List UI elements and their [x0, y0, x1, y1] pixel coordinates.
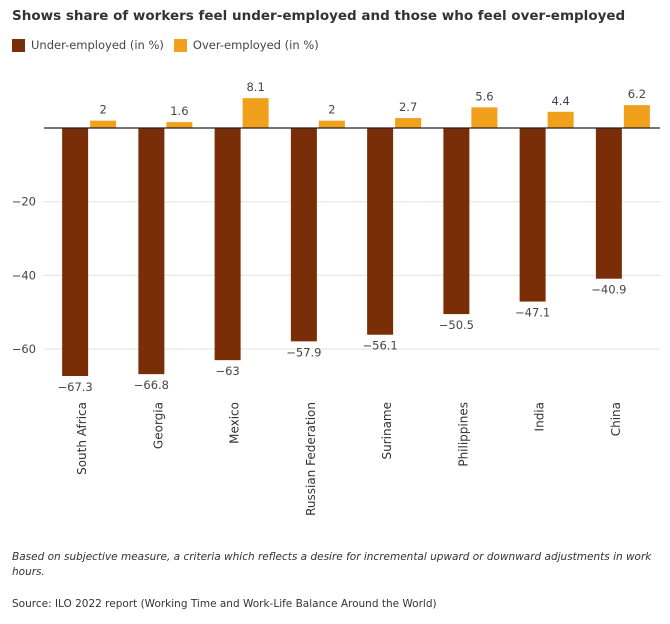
data-label-under-employed: −66.8	[134, 378, 169, 392]
bar-over-employed-india	[547, 111, 574, 128]
bar-under-employed-china	[595, 128, 622, 279]
bar-under-employed-philippines	[443, 128, 470, 315]
legend-swatch-under-employed	[12, 38, 25, 52]
bar-chart: −20 −40 −60 −67.3 2 South Africa −66.8 1.6 Georg…	[12, 80, 660, 516]
data-label-under-employed: −47.1	[515, 306, 550, 320]
bar-under-employed-india	[519, 128, 546, 302]
data-label-under-employed: −67.3	[58, 380, 93, 394]
x-tick-label: Georgia	[151, 402, 165, 449]
data-label-over-employed: 2	[328, 103, 335, 117]
data-label-over-employed: 2	[99, 103, 106, 117]
legend-item-over-employed: Over-employed (in %)	[173, 38, 319, 52]
bar-under-employed-georgia	[138, 128, 165, 375]
bar-under-employed-mexico	[214, 128, 241, 361]
bar-under-employed-suriname	[367, 128, 394, 335]
x-tick-label: South Africa	[75, 402, 89, 475]
bar-under-employed-south-africa	[62, 128, 89, 377]
x-tick-label: Russian Federation	[304, 402, 318, 516]
data-label-under-employed: −56.1	[363, 339, 398, 353]
legend-item-under-employed: Under-employed (in %)	[12, 38, 164, 52]
data-label-over-employed: 5.6	[475, 89, 493, 103]
y-tick-label: −20	[12, 195, 36, 209]
chart-source: Source: ILO 2022 report (Working Time an…	[12, 598, 437, 610]
bar-under-employed-russian-federation	[290, 128, 317, 342]
bar-over-employed-russian-federation	[318, 120, 345, 128]
legend-label-under-employed: Under-employed (in %)	[31, 38, 164, 52]
x-tick-label: India	[533, 402, 547, 431]
bar-over-employed-china	[623, 105, 650, 128]
x-tick-label: China	[609, 402, 623, 436]
data-label-under-employed: −63	[215, 364, 239, 378]
x-tick-label: Philippines	[456, 402, 470, 467]
bar-group-mexico: −63 8.1 Mexico	[214, 80, 269, 444]
data-label-over-employed: 4.4	[551, 94, 569, 108]
bar-over-employed-suriname	[395, 118, 422, 128]
data-label-over-employed: 1.6	[170, 104, 188, 118]
bar-group-suriname: −56.1 2.7 Suriname	[363, 100, 422, 460]
x-tick-label: Mexico	[228, 402, 242, 444]
chart-note: Based on subjective measure, a criteria …	[12, 551, 652, 578]
bar-group-philippines: −50.5 5.6 Philippines	[439, 89, 498, 467]
data-label-over-employed: 6.2	[628, 87, 646, 101]
bar-group-south-africa: −67.3 2 South Africa	[58, 103, 117, 475]
y-tick-label: −40	[12, 268, 36, 282]
bar-group-india: −47.1 4.4 India	[515, 94, 574, 431]
chart-legend: Under-employed (in %) Over-employed (in …	[12, 38, 329, 52]
legend-swatch-over-employed	[173, 38, 187, 52]
bar-over-employed-mexico	[242, 98, 269, 128]
data-label-under-employed: −40.9	[591, 283, 626, 297]
bar-group-georgia: −66.8 1.6 Georgia	[134, 104, 193, 449]
legend-label-over-employed: Over-employed (in %)	[192, 38, 319, 52]
x-tick-label: Suriname	[380, 402, 394, 460]
data-label-over-employed: 8.1	[246, 80, 264, 94]
data-label-under-employed: −57.9	[286, 345, 321, 359]
bar-group-china: −40.9 6.2 China	[591, 87, 650, 436]
data-label-over-employed: 2.7	[399, 100, 417, 114]
bar-over-employed-philippines	[471, 107, 498, 128]
bar-over-employed-south-africa	[90, 120, 117, 128]
bar-over-employed-georgia	[166, 122, 193, 128]
y-tick-label: −60	[12, 342, 36, 356]
bar-group-russian-federation: −57.9 2 Russian Federation	[286, 103, 345, 516]
data-label-under-employed: −50.5	[439, 318, 474, 332]
chart-title: Shows share of workers feel under-employ…	[12, 8, 626, 24]
